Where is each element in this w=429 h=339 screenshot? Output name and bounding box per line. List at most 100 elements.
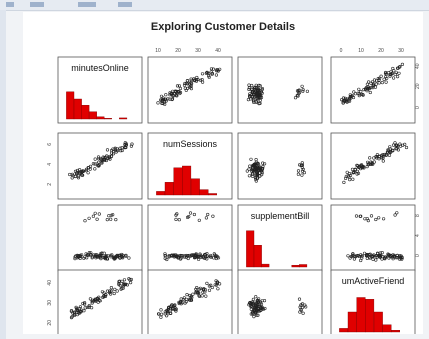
scatter-point [341,101,345,105]
scatter-point [362,251,367,255]
scatter-point [200,72,205,76]
tick-label: 20 [47,320,53,326]
scatter-point [263,306,267,311]
scatter-point [383,152,387,157]
histogram-bar [103,118,112,120]
scatter-point [86,171,90,175]
matrix-panel [330,132,416,200]
histogram-bar [356,297,366,333]
scatter-point [197,218,201,222]
scatter-point [160,99,164,103]
scatter-point [300,84,304,88]
scatter-point [103,256,107,260]
tick-label: 30 [195,48,201,54]
scatter-point [254,295,258,299]
scatter-point [85,305,89,309]
scatter-point [77,306,82,311]
scatter-point [207,71,211,76]
scatter-point [360,165,365,169]
scatter-point [100,160,104,165]
scatter-point [214,73,218,77]
scatter-point [106,156,110,161]
scatter-point [260,306,264,310]
scatter-point [118,146,122,150]
scatter-point [381,156,385,160]
scatter-point [371,254,375,258]
scatter-point [204,255,208,259]
toolbar-icon[interactable] [78,2,96,7]
scatter-point [378,76,382,80]
scatter-point [344,98,349,102]
scatter-point [296,172,301,176]
histogram-bar [119,117,128,120]
scatter-point [369,81,373,85]
scatter-point [129,277,133,282]
scatter-point [359,214,363,218]
tick-label: 10 [155,48,161,54]
tick-label: 10 [358,48,364,54]
scatter-point [359,89,363,94]
scatter-point [120,286,124,290]
scatter-point [383,71,388,75]
scatter-point [381,159,385,163]
scatter-point [166,312,170,316]
scatter-point [251,297,255,302]
scatter-point [293,96,298,100]
histogram-bar [365,299,375,333]
scatter-point [365,217,369,221]
plot-canvas: Exploring Customer Details minutesOnline… [23,12,423,334]
scatter-point [369,214,374,218]
scatter-point [359,258,363,263]
scatter-point [350,167,355,171]
scatter-point [404,145,409,150]
scatter-point [255,164,259,168]
scatter-point [251,89,255,94]
scatter-point [175,94,179,98]
tick-label: 30 [47,300,53,306]
window-left-edge [0,10,6,339]
scatter-point [197,287,201,291]
matrix-panel [147,56,233,124]
scatter-point [214,279,218,283]
scatter-point [301,88,305,92]
scatter-point [396,74,400,79]
scatter-point [250,305,254,309]
histogram-bar [173,167,183,196]
scatter-point [163,256,167,260]
scatter-point [251,169,255,173]
toolbar-icon[interactable] [118,2,132,7]
scatter-point [93,157,97,161]
scatter-point [95,217,99,221]
scatter-point [165,314,169,318]
scatter-point [90,256,94,260]
scatter-point [72,311,76,315]
scatter-point [168,97,172,101]
scatter-point [77,255,81,259]
scatter-point [174,217,178,221]
scatter-point [185,293,189,297]
histogram-bar [373,311,383,333]
toolbar-icon[interactable] [6,2,14,7]
scatter-point [182,83,187,87]
scatter-point [97,212,101,216]
scatter-point [370,161,374,165]
scatter-point [102,294,106,298]
scatter-point [387,253,391,257]
scatter-point [97,255,101,259]
scatter-point [387,70,391,75]
scatter-point [388,150,392,155]
scatter-point [156,101,160,105]
scatter-point [123,146,127,150]
scatter-point [252,309,256,313]
scatter-point [300,173,304,177]
toolbar-icon[interactable] [30,2,44,7]
matrix-panel [330,56,416,124]
scatter-point [346,254,350,258]
scatter-point [210,71,214,76]
scatter-point [396,256,400,260]
scatter-point [305,89,310,93]
scatter-point [262,299,267,303]
tick-label: 0 [340,48,343,54]
scatter-point [190,254,194,258]
scatter-point [117,280,121,284]
